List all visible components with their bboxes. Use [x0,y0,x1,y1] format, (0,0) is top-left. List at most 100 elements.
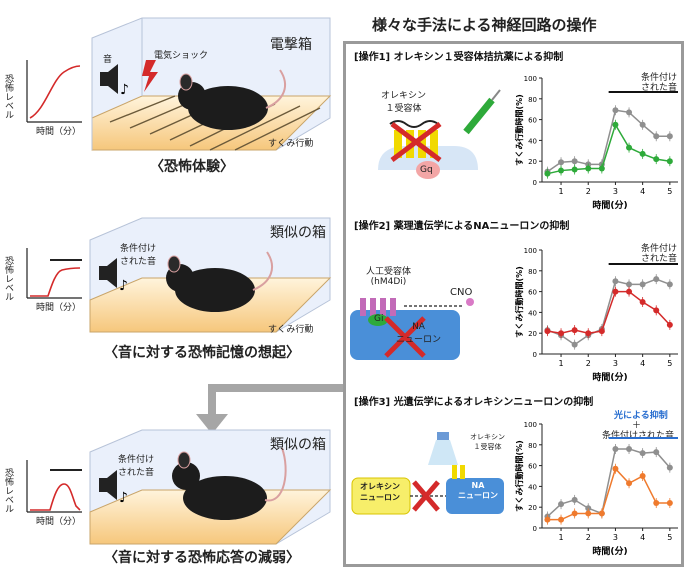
x-tick-label: 3 [613,359,618,368]
x-tick-label: 1 [558,533,563,542]
data-point-gray [626,109,633,116]
op1-receptor-diagram [378,89,501,179]
x-axis-label: 時間(分) [592,371,627,383]
op2-cno-label: CNO [450,287,473,298]
shock-label: 電気ショック [154,51,209,61]
box-label-2: 類似の箱 [270,225,326,241]
behavior-label-1: すくみ行動 [268,139,314,149]
ylabel-1: 恐怖レベル [3,74,13,119]
y-tick-label: 0 [533,179,537,187]
speaker-icon [100,64,118,94]
op-illustrations [350,89,504,515]
data-point-red [598,328,605,335]
sound-label-1: 音 [103,55,113,65]
y-tick-label: 40 [528,309,537,317]
caption-3: 〈音に対する恐怖応答の減弱〉 [104,550,300,566]
op1-title: [操作1] オレキシン１受容体拮抗薬による抑制 [354,52,564,63]
data-point-green [544,170,551,177]
series-line-gray [546,448,671,518]
fear-level-chart-2 [26,248,82,299]
y-tick-label: 60 [528,463,537,471]
y-tick-label: 0 [533,525,537,533]
data-point-orange [626,480,633,487]
syringe-icon [463,89,501,135]
chart-op2: 0 20 40 60 80 100 1 2 3 4 5 時間(分) すくみ行動時間(%) [514,247,678,383]
x-tick-label: 3 [613,533,618,542]
y-axis-label: すくみ行動時間(%) [514,94,524,166]
caption-2: 〈音に対する恐怖記憶の想起〉 [104,345,300,361]
data-point-gray [639,121,646,128]
fear-level-chart-1 [26,60,82,123]
data-point-gray [639,450,646,457]
left-illustrations: ♪ ♪ [26,17,345,545]
xlabel-1: 時間（分） [36,127,82,137]
data-point-gray [653,133,660,140]
data-point-gray [653,276,660,283]
op3-left-cell-label: オレキシン ニューロン [360,482,400,502]
series-line-green [547,122,670,175]
op3-receptor-label: オレキシン １受容体 [470,433,505,451]
ylabel-3: 恐怖レベル [3,468,13,513]
data-point-gray [558,159,565,166]
data-point-orange [653,500,660,507]
data-point-gray [626,281,633,288]
y-tick-label: 20 [528,158,537,166]
op3-title: [操作3] 光遺伝学によるオレキシンニューロンの抑制 [354,397,594,408]
fear-level-chart-3 [26,460,82,513]
x-tick-label: 2 [586,359,591,368]
y-tick-label: 60 [528,289,537,297]
data-point-gray [612,278,619,285]
series-line-orange [547,467,670,521]
chart-op3: 0 20 40 60 80 100 1 2 3 4 5 時間(分) すくみ行動時間(%) [514,421,678,557]
op2-title: [操作2] 薬理遺伝学によるNAニューロンの抑制 [354,221,570,232]
page-title: 様々な手法による神経回路の操作 [372,16,597,34]
op1-receptor-label: オレキシン １受容体 [381,91,427,114]
x-tick-label: 5 [667,533,672,542]
lightning-icon [142,60,158,92]
data-point-gray [571,496,578,503]
series-line-gray [547,278,671,346]
y-axis-label: すくみ行動時間(%) [514,266,524,338]
data-point-red [612,288,619,295]
ylabel-2: 恐怖レベル [3,256,13,301]
op3-circuit-diagram [351,432,504,515]
data-point-gray [653,449,660,456]
mouse-3 [172,447,287,520]
data-point-orange [612,465,619,472]
chart-op1: 0 20 40 60 80 100 1 2 3 4 5 時間(分) すくみ行動時間(%) [514,75,678,211]
y-tick-label: 100 [524,75,537,83]
op3-light-annot: 光による抑制 [614,411,668,421]
x-tick-label: 2 [586,533,591,542]
data-point-orange [585,510,592,517]
data-point-red [626,288,633,295]
data-point-red [639,299,646,305]
data-point-green [626,144,633,151]
x-tick-label: 4 [640,359,645,368]
data-point-green [639,150,646,157]
speaker-icon-3 [99,470,117,500]
arrow [196,384,345,434]
data-point-orange [639,473,646,479]
data-point-gray [666,464,673,471]
y-tick-label: 100 [524,421,537,429]
mouse-1 [178,69,286,130]
data-point-green [558,167,565,174]
y-tick-label: 40 [528,483,537,491]
data-point-orange [598,510,605,517]
y-tick-label: 80 [528,442,537,450]
x-tick-label: 2 [586,187,591,196]
data-point-gray [612,445,619,452]
data-point-gray [626,445,633,452]
data-point-red [653,307,660,314]
data-point-gray [639,281,646,288]
y-tick-label: 80 [528,96,537,104]
data-point-gray [666,133,673,140]
xlabel-2: 時間（分） [36,303,82,313]
op3-plus-annot: ＋ [632,421,642,431]
data-point-gray [558,501,565,508]
op3-sound-annot: 条件付けされた音 [602,431,675,441]
y-tick-label: 20 [528,330,537,338]
data-point-orange [571,510,578,517]
data-point-orange [544,516,551,523]
y-tick-label: 80 [528,268,537,276]
